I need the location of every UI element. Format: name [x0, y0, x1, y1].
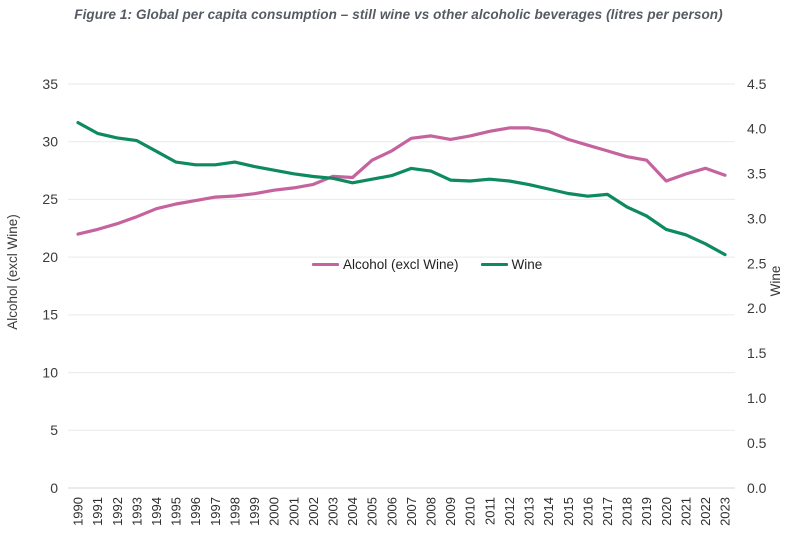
left-axis-tick: 20: [42, 249, 58, 265]
x-axis-tick: 2023: [718, 497, 733, 526]
x-axis-tick: 2020: [659, 497, 674, 526]
legend-swatch-wine: [480, 262, 508, 267]
x-axis-tick: 1990: [71, 497, 86, 526]
x-axis-tick: 1993: [129, 497, 144, 526]
right-axis-tick: 1.5: [747, 345, 767, 361]
legend-item-wine: Wine: [480, 257, 543, 272]
x-axis-tick: 2008: [423, 497, 438, 526]
alcohol-excl-wine-line: [76, 126, 727, 236]
x-axis-tick: 1991: [90, 497, 105, 526]
left-axis-tick: 5: [50, 422, 58, 438]
right-axis-tick: 2.0: [747, 300, 767, 316]
x-axis-tick: 2016: [580, 497, 595, 526]
x-axis-tick: 2022: [698, 497, 713, 526]
right-axis-tick: 4.0: [747, 121, 767, 137]
x-axis-tick: 2004: [345, 497, 360, 526]
legend-swatch-alcohol: [312, 262, 339, 267]
x-axis-tick: 1994: [149, 497, 164, 526]
x-axis-tick: 1992: [110, 497, 125, 526]
x-axis-tick: 1996: [188, 497, 203, 526]
x-axis-tick: 2013: [521, 497, 536, 526]
x-axis-tick: 2002: [306, 497, 321, 526]
x-axis-tick: 1998: [227, 497, 242, 526]
figure-title: Figure 1: Global per capita consumption …: [74, 7, 723, 22]
legend-label-wine: Wine: [511, 257, 543, 272]
x-axis-tick: 2001: [286, 497, 301, 526]
left-axis-tick: 10: [42, 364, 58, 380]
x-axis-tick: 2011: [482, 497, 497, 525]
x-axis-tick: 1997: [208, 497, 223, 526]
left-axis-tick: 0: [50, 480, 58, 496]
x-axis-tick: 2012: [502, 497, 517, 526]
left-axis-tick: 15: [42, 307, 58, 323]
right-axis-label: Wine: [768, 266, 783, 297]
x-axis-tick: 2006: [384, 497, 399, 526]
x-axis-tick: 2003: [325, 497, 340, 526]
right-axis-tick: 3.0: [747, 211, 767, 227]
right-axis-tick: 0.5: [747, 435, 767, 451]
x-axis-tick: 2018: [620, 497, 635, 526]
x-axis-tick: 1999: [247, 497, 262, 526]
x-axis-tick: 2021: [678, 497, 693, 526]
legend-label-alcohol: Alcohol (excl Wine): [343, 257, 459, 272]
x-axis-tick: 2014: [541, 497, 556, 526]
left-axis-label: Alcohol (excl Wine): [5, 214, 20, 330]
left-axis-tick: 35: [42, 76, 58, 92]
x-axis-tick: 2019: [639, 497, 654, 526]
x-axis-tick: 2007: [404, 497, 419, 526]
x-axis-tick: 2015: [561, 497, 576, 526]
right-axis-tick: 4.5: [747, 76, 767, 92]
right-axis-tick: 3.5: [747, 166, 767, 182]
left-axis-tick: 25: [42, 191, 58, 207]
x-axis-tick: 2017: [600, 497, 615, 526]
right-axis-tick: 1.0: [747, 390, 767, 406]
x-axis-tick: 1995: [169, 497, 184, 526]
right-axis-tick: 2.5: [747, 255, 767, 271]
x-axis-tick: 2005: [365, 497, 380, 526]
legend-item-alcohol: Alcohol (excl Wine): [312, 257, 459, 272]
right-axis-tick: 0.0: [747, 480, 767, 496]
left-axis-tick: 30: [42, 134, 58, 150]
wine-line: [76, 120, 727, 257]
x-axis-tick: 2000: [267, 497, 282, 526]
x-axis-tick: 2010: [463, 497, 478, 526]
legend: Alcohol (excl Wine) Wine: [312, 257, 542, 272]
x-axis-tick: 2009: [443, 497, 458, 526]
